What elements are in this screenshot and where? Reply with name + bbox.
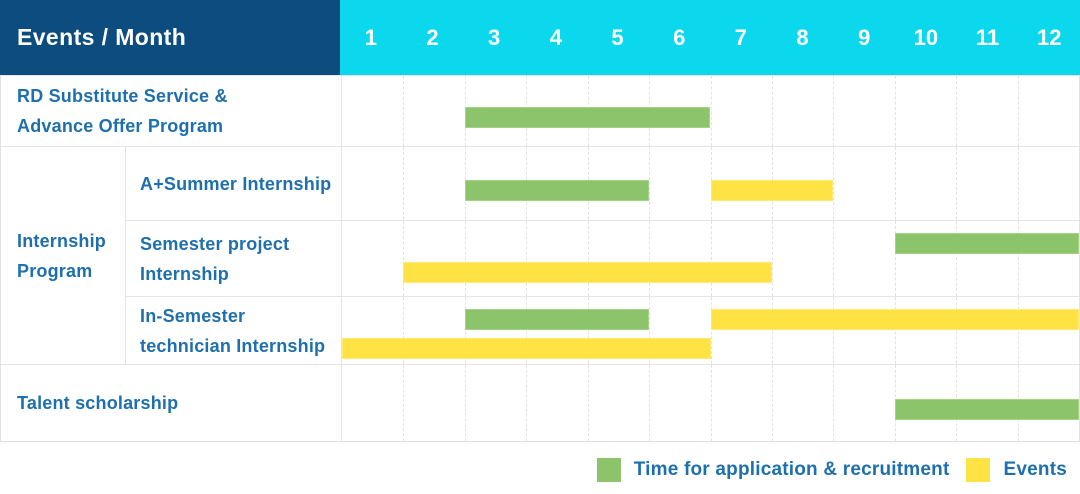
month-gridline [833, 365, 835, 441]
month-gridline [956, 147, 958, 220]
month-gridline [587, 365, 589, 441]
month-label: 7 [734, 24, 747, 50]
row-label-cell: Semester project Internship [125, 220, 341, 296]
gantt-bar-application [464, 107, 711, 128]
month-gridline [403, 76, 405, 146]
gantt-bar-application [464, 180, 650, 201]
month-gridline [526, 365, 528, 441]
month-gridline [710, 221, 712, 296]
month-label: 11 [975, 24, 1000, 50]
gantt-bar-event [710, 309, 1079, 330]
month-label: 8 [796, 24, 809, 50]
gantt-row-track [341, 364, 1079, 441]
month-gridline [771, 221, 773, 296]
gantt-bar-application [464, 309, 650, 330]
month-gridline [464, 365, 466, 441]
month-gridline [649, 147, 651, 220]
month-gridline [1017, 76, 1019, 146]
month-gridline [771, 297, 773, 364]
month-gridline [833, 297, 835, 364]
group-label-cell: Internship Program [1, 146, 125, 364]
row-label: In-Semester technician Internship [140, 305, 326, 356]
table-header-row: Events / Month 1 2 3 4 5 6 7 8 9 10 11 12 [0, 0, 1080, 75]
month-label: 12 [1036, 24, 1062, 50]
group-label: Internship Program [17, 230, 107, 281]
application-color-swatch [596, 458, 621, 482]
legend-item-events: Events [966, 458, 1067, 482]
month-gridline [464, 297, 466, 364]
gantt-bar-application [894, 233, 1079, 254]
row-label: RD Substitute Service & Advance Offer Pr… [17, 86, 228, 136]
month-gridline [649, 297, 651, 364]
month-gridline [710, 365, 712, 441]
table-header-title: Events / Month [0, 0, 340, 75]
row-label-cell: RD Substitute Service & Advance Offer Pr… [1, 75, 341, 146]
month-gridline [587, 297, 589, 364]
month-gridline [1017, 221, 1019, 296]
month-label: 5 [611, 24, 624, 50]
gantt-row-track [341, 146, 1079, 220]
month-gridline [833, 147, 835, 220]
month-gridline [956, 221, 958, 296]
month-gridline [833, 76, 835, 146]
row-label-cell: In-Semester technician Internship [125, 296, 341, 364]
gantt-bar-event [342, 338, 711, 359]
month-label: 4 [549, 24, 562, 50]
gantt-row-track [341, 296, 1079, 364]
month-label: 6 [673, 24, 686, 50]
gantt-body: RD Substitute Service & Advance Offer Pr… [0, 75, 1080, 442]
month-gridline [526, 221, 528, 296]
legend-label-application: Time for application & recruitment [633, 459, 950, 480]
month-header: 1 2 3 4 5 6 7 8 9 10 11 12 [340, 0, 1080, 75]
month-gridline [1017, 297, 1019, 364]
month-gridline [649, 365, 651, 441]
month-gridline [833, 221, 835, 296]
month-gridline [464, 221, 466, 296]
month-gridline [403, 221, 405, 296]
month-label: 3 [488, 24, 501, 50]
month-label: 2 [426, 24, 439, 50]
month-gridline [587, 221, 589, 296]
row-label: Semester project Internship [140, 233, 290, 284]
month-gridline [894, 221, 896, 296]
gantt-bar-event [710, 180, 834, 201]
month-gridline [1017, 147, 1019, 220]
legend-item-application: Time for application & recruitment [596, 458, 950, 482]
row-label-cell: A+Summer Internship [125, 146, 341, 220]
legend: Time for application & recruitment Event… [596, 453, 1067, 487]
gantt-row-track [341, 220, 1079, 296]
gantt-bar-application [894, 399, 1079, 420]
month-gridline [894, 297, 896, 364]
month-gridline [956, 297, 958, 364]
month-gridline [403, 147, 405, 220]
month-gridline [649, 221, 651, 296]
row-label: A+Summer Internship [140, 173, 332, 194]
month-label: 1 [364, 24, 377, 50]
row-label: Talent scholarship [17, 393, 179, 413]
month-gridline [710, 297, 712, 364]
month-label: 9 [858, 24, 871, 50]
month-gridline [710, 76, 712, 146]
month-gridline [771, 76, 773, 146]
month-gridline [771, 365, 773, 441]
month-gridline [526, 297, 528, 364]
month-gridline [894, 76, 896, 146]
month-gridline [403, 365, 405, 441]
row-label-cell: Talent scholarship [1, 364, 341, 441]
month-gridline [403, 297, 405, 364]
month-gridline [894, 147, 896, 220]
month-label: 10 [913, 24, 939, 50]
gantt-bar-event [403, 262, 772, 283]
month-gridline [956, 76, 958, 146]
legend-label-events: Events [1003, 459, 1067, 480]
gantt-row-track [341, 75, 1079, 146]
events-color-swatch [966, 458, 991, 482]
